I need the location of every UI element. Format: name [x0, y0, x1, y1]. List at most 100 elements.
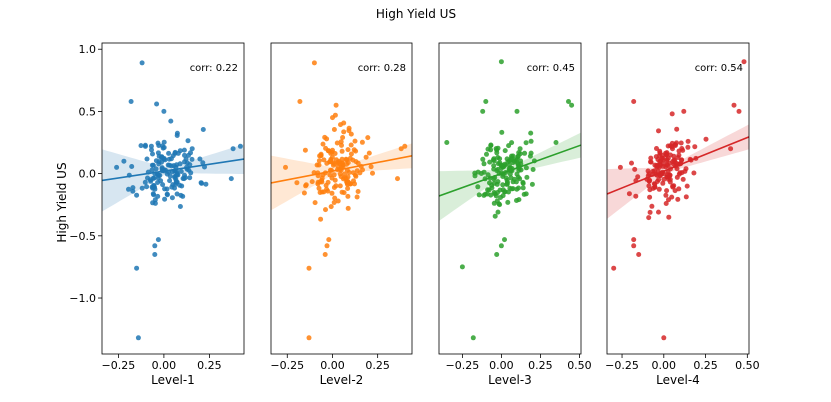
- data-point: [703, 136, 709, 142]
- data-point: [649, 203, 655, 209]
- data-point: [142, 179, 148, 185]
- data-point: [398, 146, 404, 152]
- data-point: [488, 192, 494, 198]
- data-point: [654, 164, 660, 170]
- data-point: [331, 172, 337, 178]
- data-point: [678, 140, 684, 146]
- axes-frame: [101, 42, 245, 355]
- data-point: [162, 157, 168, 163]
- data-point: [129, 164, 135, 169]
- data-point: [659, 152, 665, 158]
- data-point: [629, 160, 634, 166]
- data-point: [670, 159, 676, 165]
- corr-annotation: corr: 0.22: [190, 63, 238, 74]
- data-point: [185, 138, 191, 144]
- data-point: [316, 158, 322, 164]
- data-point: [142, 143, 148, 149]
- data-point: [230, 146, 236, 152]
- data-point: [631, 237, 637, 243]
- data-point: [155, 175, 161, 181]
- data-point: [134, 192, 140, 198]
- data-point: [520, 185, 526, 191]
- data-point: [283, 164, 288, 170]
- data-point: [126, 186, 131, 192]
- data-point: [502, 148, 508, 154]
- data-point: [664, 151, 670, 157]
- data-point: [370, 170, 375, 176]
- data-point: [495, 179, 501, 185]
- x-tick-label: −0.25: [102, 359, 136, 372]
- axes-frame: [438, 42, 582, 355]
- data-point: [679, 157, 685, 163]
- data-point: [151, 175, 157, 181]
- data-point: [648, 155, 654, 161]
- data-point: [186, 152, 191, 158]
- data-point: [664, 188, 670, 194]
- data-point: [350, 170, 356, 176]
- x-tick-label: 0.50: [735, 359, 760, 372]
- data-point: [691, 170, 697, 176]
- data-point: [346, 170, 352, 175]
- data-point: [676, 186, 682, 192]
- x-axis-label: Level-4: [656, 373, 700, 387]
- confidence-band: [271, 143, 412, 211]
- data-point: [353, 173, 359, 179]
- data-point: [516, 185, 521, 191]
- data-point: [522, 150, 528, 156]
- data-point: [351, 147, 357, 153]
- x-tick-label: 0.00: [320, 359, 345, 372]
- data-point: [338, 139, 344, 145]
- data-point: [617, 164, 623, 170]
- x-tick-label: 0.25: [197, 359, 222, 372]
- data-point: [359, 139, 365, 145]
- data-point: [324, 186, 330, 192]
- data-point: [502, 189, 508, 195]
- data-point: [309, 179, 315, 185]
- data-point: [669, 194, 675, 200]
- data-point: [323, 182, 329, 188]
- data-point: [322, 252, 328, 257]
- data-point: [566, 99, 571, 104]
- data-point: [341, 120, 347, 126]
- data-point: [368, 164, 374, 170]
- regression-line: [102, 158, 244, 182]
- data-point: [653, 154, 659, 160]
- data-point: [311, 60, 317, 66]
- data-point: [658, 158, 664, 164]
- data-point: [149, 167, 155, 173]
- data-point: [203, 181, 209, 187]
- x-tick-label: −0.25: [270, 359, 304, 372]
- data-point: [329, 190, 335, 196]
- data-point: [329, 149, 335, 155]
- data-point: [676, 148, 682, 154]
- data-point: [650, 185, 656, 191]
- data-point: [674, 126, 680, 132]
- data-point: [175, 150, 181, 156]
- x-tick-label: 0.00: [652, 359, 677, 372]
- data-point: [363, 154, 369, 160]
- data-point: [332, 177, 338, 183]
- data-point: [165, 162, 171, 168]
- confidence-band: [607, 124, 749, 219]
- data-point: [189, 156, 195, 162]
- data-point: [197, 156, 203, 162]
- data-point: [327, 172, 333, 178]
- data-point: [354, 168, 360, 174]
- data-point: [674, 166, 680, 172]
- data-point: [326, 237, 332, 243]
- data-point: [331, 127, 337, 132]
- data-point: [365, 135, 371, 141]
- data-point: [741, 59, 747, 65]
- data-point: [306, 265, 312, 271]
- x-axis-label: Level-2: [320, 373, 364, 387]
- data-point: [337, 161, 343, 167]
- data-point: [139, 185, 145, 191]
- data-point: [171, 163, 177, 169]
- data-point: [506, 143, 512, 149]
- data-point: [156, 159, 162, 165]
- data-point: [152, 252, 158, 257]
- data-point: [529, 181, 535, 187]
- data-point: [515, 174, 521, 180]
- data-point: [681, 108, 687, 114]
- data-point: [472, 170, 478, 176]
